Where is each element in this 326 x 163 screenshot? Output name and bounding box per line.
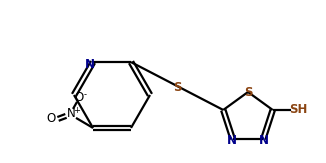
Text: O: O — [74, 91, 84, 104]
Text: +: + — [74, 106, 81, 115]
Text: -: - — [83, 90, 86, 99]
Text: S: S — [173, 81, 181, 94]
Text: N: N — [85, 58, 95, 71]
Text: N: N — [227, 133, 237, 147]
Text: N: N — [259, 133, 269, 147]
Text: N: N — [67, 107, 75, 120]
Text: SH: SH — [289, 104, 308, 117]
Text: O: O — [46, 112, 56, 125]
Text: S: S — [244, 87, 252, 99]
